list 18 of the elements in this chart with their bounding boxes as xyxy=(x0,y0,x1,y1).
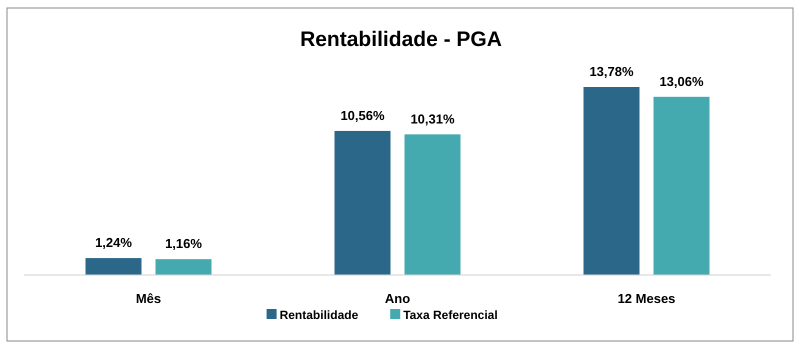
x-tick-label: Ano xyxy=(384,291,410,306)
data-label: 10,56% xyxy=(340,108,385,123)
x-tick-label: 12 Meses xyxy=(618,291,676,306)
bar xyxy=(584,87,640,275)
bar xyxy=(334,130,390,275)
data-label: 1,24% xyxy=(95,235,132,250)
bar xyxy=(404,134,460,275)
data-label: 13,78% xyxy=(589,64,634,79)
chart-title: Rentabilidade - PGA xyxy=(300,28,502,51)
bar xyxy=(156,259,212,275)
legend-label: Taxa Referencial xyxy=(403,308,498,322)
legend-label: Rentabilidade xyxy=(280,308,359,322)
x-tick-label: Mês xyxy=(136,291,162,306)
data-label: 1,16% xyxy=(165,236,202,252)
data-label: 13,06% xyxy=(659,74,704,89)
bar xyxy=(86,258,142,275)
data-label: 10,31% xyxy=(410,111,455,126)
bar xyxy=(654,96,710,275)
